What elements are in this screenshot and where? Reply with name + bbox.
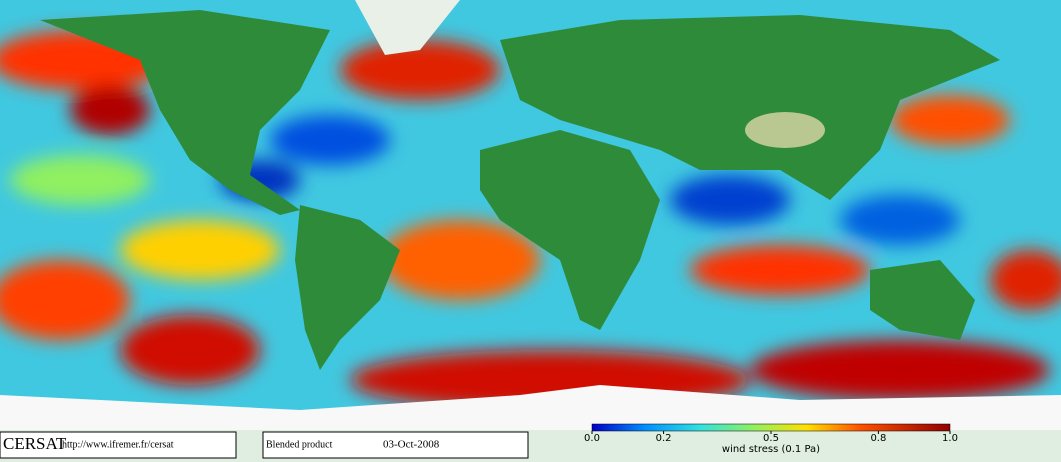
colorbar-tick-label: 1.0	[942, 433, 958, 444]
logo-box	[0, 431, 237, 459]
colorbar-tick-label: 0.5	[763, 433, 779, 444]
colorbar-tick-label: 0.2	[656, 433, 672, 444]
url: http://www.ifremer.fr/cersat	[62, 439, 174, 450]
colorbar-label: wind stress (0.1 Pa)	[722, 444, 820, 455]
colorbar-tick-label: 0.8	[870, 433, 886, 444]
date: 03-Oct-2008	[383, 439, 440, 451]
colorbar	[591, 423, 951, 432]
land	[0, 0, 1061, 430]
product: Blended product	[266, 439, 333, 450]
logo: CERSAT	[3, 434, 67, 453]
colorbar-tick-label: 0.0	[584, 433, 600, 444]
product-box	[262, 431, 529, 459]
